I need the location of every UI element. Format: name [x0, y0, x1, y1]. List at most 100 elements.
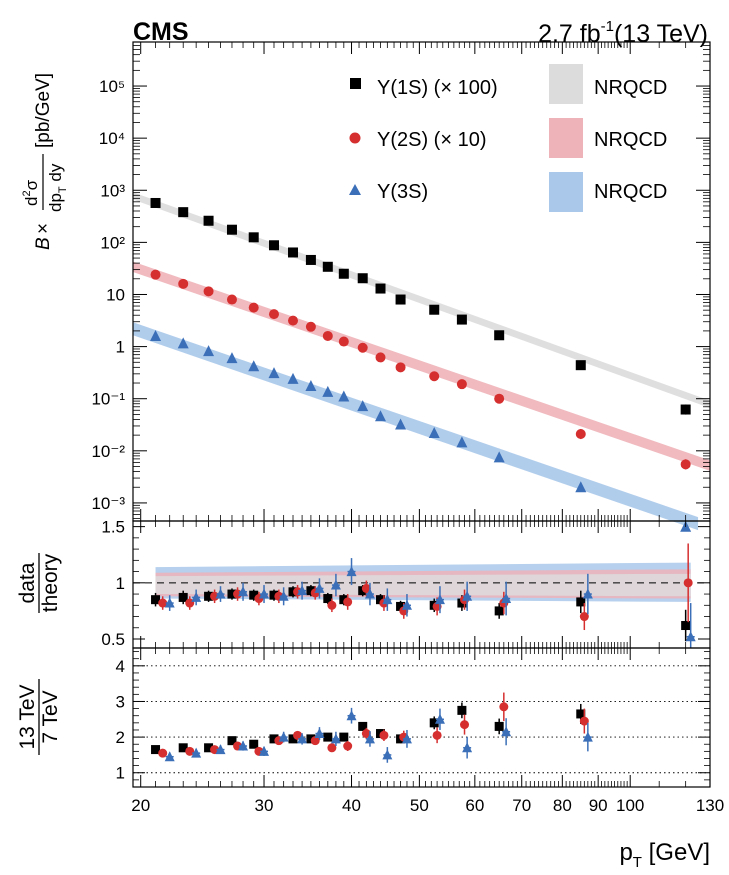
x-tick-label: 130: [696, 796, 724, 815]
ratio-point-3s: [401, 599, 412, 610]
energy-ratio-point-1s: [288, 734, 298, 744]
energy-value: (13 TeV): [614, 20, 708, 48]
y-tick-label: 1: [116, 574, 125, 593]
data-point-3s: [338, 390, 350, 402]
data-point-2s: [226, 294, 237, 305]
data-point-2s: [429, 371, 440, 382]
data-point-1s: [338, 268, 349, 279]
top-y-title-numerator: d2σ: [21, 179, 41, 206]
ratio-point-1s: [376, 595, 386, 605]
energy-ratio-point-1s: [227, 736, 237, 746]
panel-frame: [132, 41, 711, 522]
energy-ratio-point-3s: [314, 728, 325, 739]
energy-ratio-point-1s: [249, 739, 259, 749]
cross-section-panel: 10⁻³ 10⁻² 10⁻¹ 1 10 10² 10³ 10⁴ 10⁵: [91, 41, 711, 532]
energy-ratio-point-3s: [330, 733, 341, 744]
energy-ratio-point-3s: [278, 731, 289, 742]
mid-y-title-bottom: theory: [39, 553, 62, 612]
energy-ratio-point-2s: [432, 730, 442, 740]
energy-ratio-point-3s: [297, 733, 308, 744]
top-y-title-t: T: [57, 186, 69, 193]
x-tick-label: 40: [342, 796, 361, 815]
mid-y-title-top: data: [16, 562, 39, 603]
legend-marker-2s: [349, 132, 361, 144]
energy-ratio-point-3s: [215, 744, 226, 755]
x-tick-label: 80: [553, 796, 572, 815]
ratio-point-1s: [494, 606, 504, 616]
data-point-2s: [248, 302, 259, 313]
y-tick-label: 10³: [100, 181, 125, 200]
y-tick-label: 2: [116, 728, 125, 747]
energy-ratio-point-3s: [501, 726, 512, 737]
data-theory-panel: 0.5 1 1.5: [101, 518, 711, 649]
ratio-point-3s: [238, 586, 249, 597]
data-point-1s: [248, 232, 259, 243]
ratio-point-3s: [346, 566, 357, 577]
legend-band-label-2s: NRQCD: [594, 129, 667, 151]
energy-ratio-point-3s: [382, 749, 393, 760]
legend-band-2s: [549, 118, 583, 158]
x-tick-label: 60: [465, 796, 484, 815]
data-point-1s: [305, 254, 316, 265]
y-tick-label: 10⁻²: [91, 442, 125, 461]
ratio-point-3s: [297, 585, 308, 596]
data-point-1s: [322, 261, 333, 272]
energy-ratio-point-3s: [191, 747, 202, 758]
data-point-3s: [456, 436, 468, 448]
x-axis-title: pT [GeV]: [619, 839, 710, 871]
energy-ratio-point-1s: [306, 734, 316, 744]
x-tick-label: 90: [589, 796, 608, 815]
top-y-title-times: ×: [33, 223, 54, 234]
top-y-title-b: B: [33, 237, 54, 250]
y-tick-label: 1: [116, 338, 125, 357]
ratio-point-1s: [576, 597, 586, 607]
energy-ratio-point-1s: [204, 743, 214, 753]
ratio-point-1s: [204, 591, 214, 601]
ratio-point-1s: [323, 594, 333, 604]
data-point-3s: [203, 345, 215, 357]
ratio-point-3s: [364, 588, 375, 599]
ratio-point-1s: [151, 595, 161, 605]
energy-ratio-point-1s: [494, 721, 504, 731]
data-point-1s: [150, 197, 161, 208]
data-point-1s: [375, 283, 386, 294]
legend-band-1s: [549, 64, 583, 104]
energy-ratio-point-3s: [582, 731, 593, 742]
data-point-2s: [357, 342, 368, 353]
legend-band-label-1s: NRQCD: [594, 77, 667, 99]
nrqcd-band-2s: [133, 261, 710, 471]
y-tick-label: 10⁵: [99, 77, 125, 96]
legend-marker-3s: [349, 184, 361, 195]
data-point-3s: [248, 360, 260, 372]
data-point-2s: [203, 286, 214, 297]
x-tick-label: 20: [131, 796, 150, 815]
y-tick-label: 1: [116, 764, 125, 783]
y-tick-label: 10⁻³: [91, 494, 125, 513]
legend-label-1s: Υ(1S) (× 100): [377, 77, 498, 99]
y-tick-label: 10: [106, 285, 125, 304]
legend-label-2s: Υ(2S) (× 10): [377, 129, 486, 151]
data-point-2s: [494, 393, 505, 404]
data-point-3s: [226, 352, 238, 364]
ratio-point-3s: [434, 594, 445, 605]
energy-ratio-point-2s: [293, 730, 303, 740]
energy-ratio-point-1s: [323, 732, 333, 742]
data-point-2s: [322, 330, 333, 341]
legend-marker-1s: [350, 78, 361, 89]
energy-ratio-point-1s: [269, 734, 279, 744]
ratio-point-2s: [579, 612, 589, 622]
energy-ratio-point-2s: [379, 730, 389, 740]
energy-ratio-point-2s: [343, 741, 353, 751]
x-title-t: T: [633, 854, 642, 871]
luminosity-exponent: -1: [601, 18, 614, 35]
x-title-unit: [GeV]: [642, 839, 710, 866]
x-title-p: p: [619, 839, 632, 866]
top-y-axis-title: B × d2σ dpT dy [pb/GeV]: [21, 73, 69, 250]
top-y-title-sq: 2: [21, 190, 33, 196]
energy-ratio-point-3s: [238, 740, 249, 751]
energy-ratio-point-1s: [457, 705, 467, 715]
data-point-2s: [150, 269, 161, 280]
data-point-3s: [322, 385, 334, 397]
energy-ratio-point-3s: [164, 751, 175, 762]
